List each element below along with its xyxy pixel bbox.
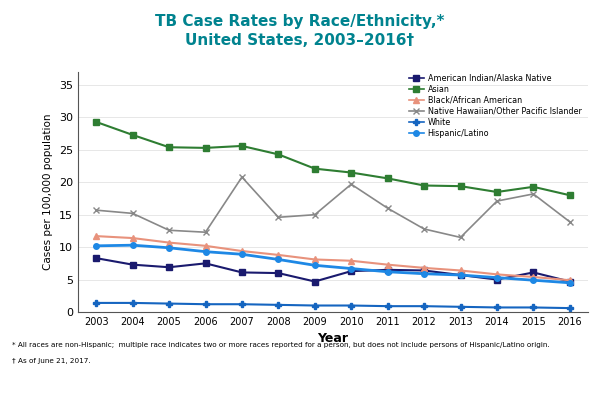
Black/African American [238, 249, 245, 254]
Hispanic/Latino [311, 263, 319, 268]
Asian [275, 152, 282, 157]
X-axis label: Year: Year [317, 332, 349, 346]
White [457, 304, 464, 309]
American Indian/Alaska Native [384, 268, 391, 272]
Black/African American [566, 278, 574, 283]
Native Hawaiian/Other Pacific Islander [566, 220, 574, 224]
Asian [92, 120, 100, 124]
Black/African American [166, 240, 173, 245]
American Indian/Alaska Native [238, 270, 245, 275]
Asian [238, 144, 245, 148]
Asian [129, 132, 136, 137]
Hispanic/Latino [238, 252, 245, 257]
Hispanic/Latino [493, 275, 500, 280]
Line: Native Hawaiian/Other Pacific Islander: Native Hawaiian/Other Pacific Islander [94, 174, 572, 240]
Native Hawaiian/Other Pacific Islander [238, 175, 245, 180]
Hispanic/Latino [384, 269, 391, 274]
Hispanic/Latino [275, 257, 282, 262]
American Indian/Alaska Native [347, 269, 355, 274]
American Indian/Alaska Native [566, 279, 574, 284]
Black/African American [493, 272, 500, 277]
Hispanic/Latino [347, 266, 355, 271]
Hispanic/Latino [92, 244, 100, 248]
Native Hawaiian/Other Pacific Islander [202, 230, 209, 235]
Hispanic/Latino [457, 273, 464, 278]
White [92, 300, 100, 305]
Black/African American [457, 268, 464, 273]
Native Hawaiian/Other Pacific Islander [457, 235, 464, 240]
Line: Black/African American: Black/African American [94, 233, 572, 283]
White [421, 304, 428, 308]
Black/African American [92, 234, 100, 238]
Native Hawaiian/Other Pacific Islander [384, 206, 391, 211]
American Indian/Alaska Native [166, 265, 173, 270]
Hispanic/Latino [166, 245, 173, 250]
Hispanic/Latino [566, 280, 574, 285]
American Indian/Alaska Native [493, 277, 500, 282]
Text: TB Case Rates by Race/Ethnicity,*
United States, 2003–2016†: TB Case Rates by Race/Ethnicity,* United… [155, 14, 445, 48]
American Indian/Alaska Native [457, 273, 464, 278]
White [238, 302, 245, 307]
Hispanic/Latino [530, 278, 537, 283]
Black/African American [421, 266, 428, 270]
White [129, 300, 136, 305]
Black/African American [202, 244, 209, 248]
White [166, 301, 173, 306]
Asian [202, 146, 209, 150]
Native Hawaiian/Other Pacific Islander [129, 211, 136, 216]
American Indian/Alaska Native [129, 262, 136, 267]
Native Hawaiian/Other Pacific Islander [311, 212, 319, 217]
American Indian/Alaska Native [275, 271, 282, 276]
Line: American Indian/Alaska Native: American Indian/Alaska Native [94, 255, 572, 284]
Hispanic/Latino [421, 271, 428, 276]
American Indian/Alaska Native [530, 270, 537, 275]
Black/African American [347, 258, 355, 263]
Text: * All races are non-Hispanic;  multiple race indicates two or more races reporte: * All races are non-Hispanic; multiple r… [12, 342, 550, 348]
Text: † As of June 21, 2017.: † As of June 21, 2017. [12, 358, 91, 364]
American Indian/Alaska Native [202, 261, 209, 266]
Asian [493, 190, 500, 194]
Legend: American Indian/Alaska Native, Asian, Black/African American, Native Hawaiian/Ot: American Indian/Alaska Native, Asian, Bl… [407, 71, 584, 140]
Hispanic/Latino [129, 243, 136, 248]
American Indian/Alaska Native [421, 268, 428, 273]
Asian [421, 183, 428, 188]
Black/African American [129, 236, 136, 240]
White [202, 302, 209, 307]
Native Hawaiian/Other Pacific Islander [493, 199, 500, 204]
White [347, 303, 355, 308]
White [493, 305, 500, 310]
Asian [566, 193, 574, 198]
Y-axis label: Cases per 100,000 population: Cases per 100,000 population [43, 114, 53, 270]
White [275, 302, 282, 307]
Line: Hispanic/Latino: Hispanic/Latino [94, 242, 572, 286]
Native Hawaiian/Other Pacific Islander [347, 182, 355, 187]
Black/African American [311, 257, 319, 262]
Native Hawaiian/Other Pacific Islander [530, 192, 537, 196]
American Indian/Alaska Native [92, 256, 100, 260]
Native Hawaiian/Other Pacific Islander [92, 208, 100, 212]
Native Hawaiian/Other Pacific Islander [275, 215, 282, 220]
Line: White: White [94, 300, 572, 311]
White [384, 304, 391, 308]
Hispanic/Latino [202, 249, 209, 254]
White [566, 306, 574, 310]
Black/African American [530, 274, 537, 279]
Asian [457, 184, 464, 188]
Line: Asian: Asian [94, 119, 572, 198]
Asian [166, 145, 173, 150]
Native Hawaiian/Other Pacific Islander [166, 228, 173, 233]
Asian [347, 170, 355, 175]
Asian [530, 184, 537, 189]
White [311, 303, 319, 308]
Black/African American [384, 262, 391, 267]
Asian [384, 176, 391, 181]
Native Hawaiian/Other Pacific Islander [421, 226, 428, 231]
Asian [311, 166, 319, 171]
Black/African American [275, 252, 282, 257]
American Indian/Alaska Native [311, 279, 319, 284]
White [530, 305, 537, 310]
